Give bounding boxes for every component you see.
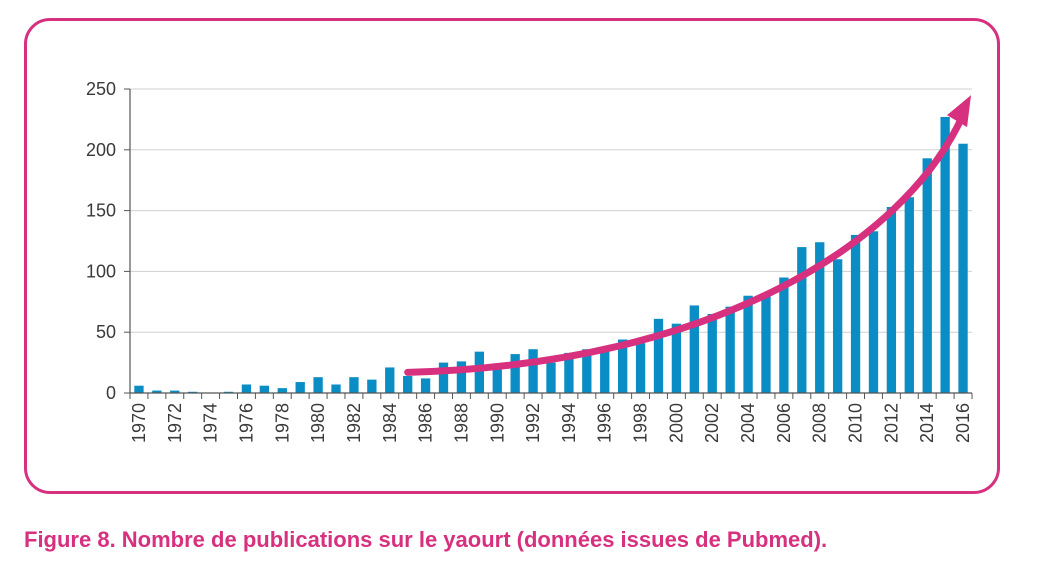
- bar-2002: [707, 313, 717, 393]
- gridlines: [130, 88, 972, 333]
- x-tick-label: 2012: [881, 403, 901, 443]
- y-tick-label: 250: [86, 79, 116, 99]
- trend-arrow: [404, 95, 972, 376]
- bar-1992: [528, 349, 538, 393]
- y-tick-label: 150: [86, 201, 116, 221]
- figure-caption: Figure 8. Nombre de publications sur le …: [24, 527, 828, 552]
- bar-1999: [653, 318, 664, 393]
- bar-2005: [761, 293, 771, 393]
- bar-1998: [635, 343, 646, 393]
- bar-1991: [510, 354, 520, 393]
- x-tick-label: 1998: [631, 403, 651, 443]
- x-tick-label: 1976: [236, 403, 256, 443]
- bar-1993: [546, 362, 556, 393]
- trend-arrow-line: [404, 115, 965, 376]
- x-tick-label: 2008: [810, 403, 830, 443]
- bar-1996: [600, 348, 610, 393]
- bar-1981: [331, 384, 341, 393]
- bar-1997: [618, 339, 628, 393]
- bar-1975: [223, 391, 234, 393]
- x-tick-label: 2010: [846, 403, 866, 443]
- x-tick-label: 1970: [129, 403, 149, 443]
- bar-2013: [904, 197, 914, 393]
- bar-1982: [349, 377, 359, 393]
- bar-1976: [241, 384, 252, 393]
- bar-2000: [671, 323, 682, 393]
- axes: [129, 89, 972, 394]
- bar-2011: [868, 231, 879, 393]
- bar-1984: [385, 367, 395, 393]
- x-tick-label: 2002: [702, 403, 722, 443]
- trend-arrow-head: [947, 95, 972, 128]
- x-tick-label: 1994: [559, 403, 579, 443]
- bar-1971: [152, 390, 162, 393]
- bar-2003: [725, 306, 735, 393]
- bar-1977: [259, 385, 270, 393]
- bar-1994: [564, 352, 574, 393]
- x-tick-label: 1986: [416, 403, 436, 443]
- bar-1970: [134, 385, 144, 393]
- bar-2004: [743, 295, 753, 393]
- bar-2010: [850, 234, 861, 393]
- x-tick-label: 2014: [917, 403, 937, 443]
- bar-2012: [886, 206, 897, 393]
- y-axis-ticks: 0 50 100 150 200 250: [86, 79, 130, 403]
- bar-1987: [438, 362, 449, 393]
- bar-1979: [295, 382, 305, 393]
- x-axis-ticks: 1970 1972 1974 1976 1978 1980 1982 1984 1986 1988…: [129, 393, 973, 443]
- x-tick-label: 1982: [344, 403, 364, 443]
- bar-2006: [779, 277, 789, 393]
- x-tick-label: 2006: [774, 403, 794, 443]
- x-tick-label: 1972: [165, 403, 185, 443]
- bar-1972: [170, 390, 180, 393]
- bars: [134, 116, 968, 393]
- bar-2009: [832, 259, 843, 393]
- bar-2001: [689, 305, 699, 393]
- x-tick-label: 2016: [953, 403, 973, 443]
- bar-1990: [492, 365, 502, 393]
- bar-1978: [277, 388, 287, 393]
- x-tick-label: 2000: [666, 403, 686, 443]
- bar-1985: [403, 375, 413, 393]
- bar-1983: [367, 379, 377, 393]
- x-tick-label: 1996: [595, 403, 615, 443]
- x-tick-label: 1978: [272, 403, 292, 443]
- bar-2007: [797, 247, 807, 393]
- x-tick-label: 1992: [523, 403, 543, 443]
- bar-1980: [313, 377, 323, 393]
- y-tick-label: 200: [86, 140, 116, 160]
- bar-2015: [940, 116, 950, 393]
- x-tick-label: 1990: [487, 403, 507, 443]
- bar-2008: [815, 242, 825, 393]
- bar-1973: [188, 391, 198, 393]
- y-tick-label: 50: [96, 322, 116, 342]
- x-tick-label: 1988: [451, 403, 471, 443]
- bar-2016: [958, 143, 968, 393]
- x-tick-label: 1974: [201, 403, 221, 443]
- x-tick-label: 1984: [380, 403, 400, 443]
- bar-1995: [582, 349, 592, 393]
- bar-1988: [456, 361, 467, 393]
- bar-2014: [922, 158, 932, 393]
- bar-1989: [474, 351, 484, 393]
- y-tick-label: 100: [86, 261, 116, 281]
- x-tick-label: 1980: [308, 403, 328, 443]
- bar-1986: [420, 378, 431, 393]
- x-tick-label: 2004: [738, 403, 758, 443]
- y-tick-label: 0: [106, 383, 116, 403]
